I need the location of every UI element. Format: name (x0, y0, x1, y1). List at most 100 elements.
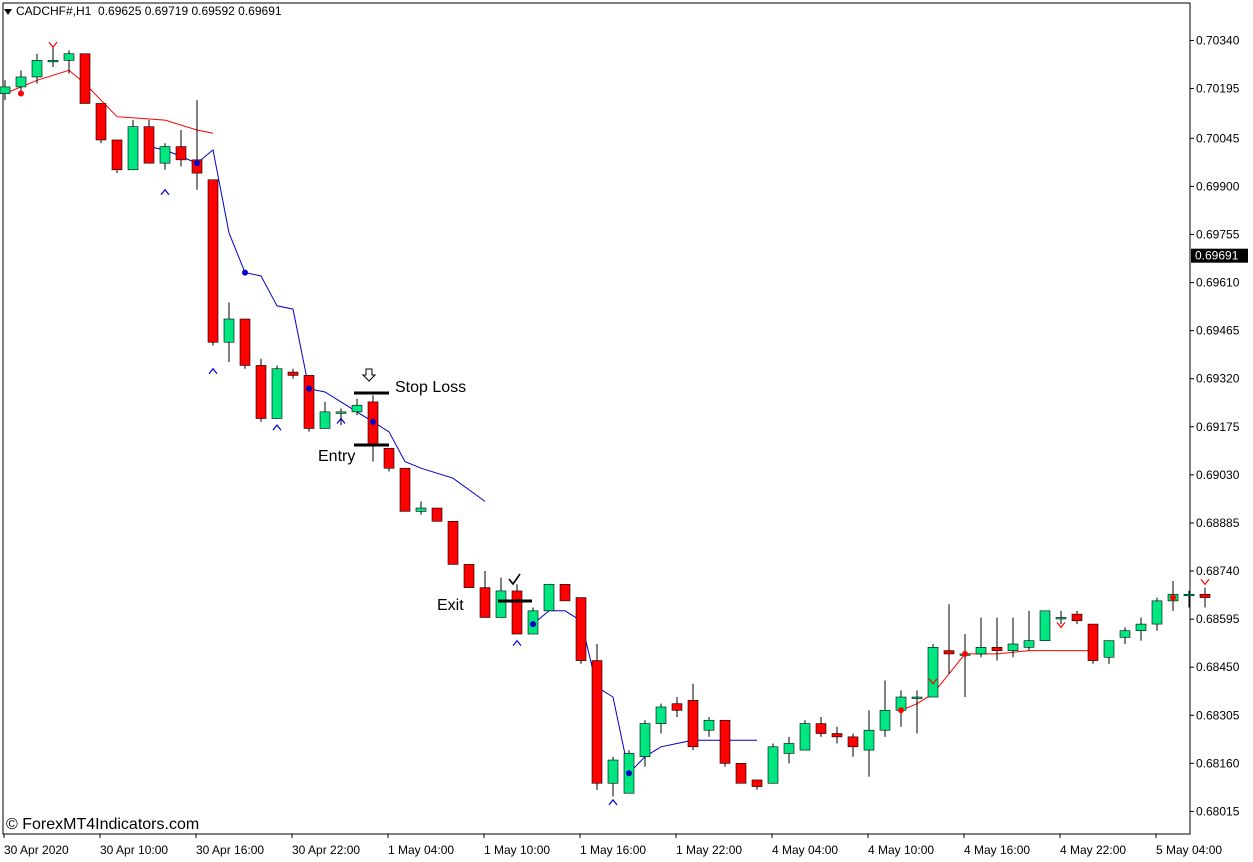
price-tick-label: 0.69610 (1196, 276, 1240, 290)
candle-bear (191, 159, 203, 174)
candle-bull (799, 723, 811, 751)
candle-bull (655, 706, 667, 724)
candle-bear (383, 448, 395, 469)
candle-bull (927, 647, 939, 698)
candle-bull (31, 60, 43, 78)
time-tick-label: 30 Apr 10:00 (100, 843, 168, 857)
candle-bear (95, 103, 107, 141)
candle-bull (1023, 640, 1035, 648)
candle-bull (1055, 617, 1067, 620)
sell-arrow-icon (928, 678, 938, 685)
candle-bull (335, 411, 347, 414)
candle-bear (111, 139, 123, 171)
candle-bull (1183, 593, 1195, 597)
signal-markers (18, 41, 1210, 806)
candle-bear (207, 179, 219, 343)
time-tick-label: 4 May 04:00 (772, 843, 838, 857)
signal-dot-blue (530, 621, 536, 628)
price-axis: 0.70340 0.70195 0.70045 0.69900 0.69755 0.696… (1190, 33, 1248, 818)
candle-bear (559, 583, 571, 602)
candle-bull (0, 86, 11, 94)
checkmark-icon (508, 573, 521, 586)
exit-label: Exit (437, 597, 464, 614)
watermark: © ForexMT4Indicators.com (6, 816, 200, 833)
candle-bull (703, 719, 715, 731)
candle-bear (463, 564, 475, 588)
current-price-label: 0.69691 (1195, 249, 1239, 263)
candles (0, 47, 1211, 797)
candle-bear (239, 318, 251, 366)
buy-arrow-icon (208, 367, 218, 375)
price-tick-label: 0.68885 (1196, 516, 1240, 530)
candle-bull (495, 590, 507, 618)
price-tick-label: 0.69030 (1196, 468, 1240, 482)
time-axis: 30 Apr 2020 30 Apr 10:00 30 Apr 16:00 30 Ap… (3, 834, 1222, 857)
trade-levels (354, 368, 532, 603)
time-tick-label: 1 May 22:00 (676, 843, 742, 857)
buy-arrow-icon (512, 639, 522, 647)
candle-bull (351, 404, 363, 413)
candle-bear (575, 597, 587, 661)
candle-bear (943, 650, 955, 655)
price-tick-label: 0.70195 (1196, 82, 1240, 96)
candle-bull (879, 710, 891, 731)
price-tick-label: 0.68595 (1196, 612, 1240, 626)
ohlc-values: 0.69625 0.69719 0.69592 0.69691 (98, 4, 282, 18)
candle-bull (911, 696, 923, 699)
symbol-label: CADCHF#,H1 (16, 4, 92, 18)
current-price-badge (1191, 248, 1248, 263)
time-tick-label: 30 Apr 2020 (4, 843, 69, 857)
price-tick-label: 0.68015 (1196, 804, 1240, 818)
candle-bear (671, 703, 683, 711)
sell-arrow-icon (1200, 578, 1210, 586)
candle-bear (447, 520, 459, 565)
price-tick-label: 0.69465 (1196, 324, 1240, 338)
candle-bull (1103, 640, 1115, 658)
time-tick-label: 30 Apr 22:00 (292, 843, 360, 857)
candle-bear (847, 736, 859, 748)
time-tick-label: 1 May 16:00 (580, 843, 646, 857)
price-tick-label: 0.68450 (1196, 660, 1240, 674)
candle-bear (591, 660, 603, 784)
price-tick-label: 0.69900 (1196, 179, 1240, 193)
price-tick-label: 0.68160 (1196, 756, 1240, 770)
candle-bear (511, 590, 523, 635)
time-tick-label: 4 May 22:00 (1060, 843, 1126, 857)
candle-bull (767, 746, 779, 784)
candle-bull (127, 126, 139, 171)
candle-bull (319, 411, 331, 429)
candle-bear (1087, 623, 1099, 661)
candle-bear (431, 507, 443, 522)
signal-dot-red (18, 90, 24, 97)
signal-dot-red (898, 707, 904, 714)
stop-loss-label: Stop Loss (395, 379, 467, 396)
candle-bear (175, 146, 187, 161)
price-tick-label: 0.70045 (1196, 131, 1240, 145)
signal-dot-blue (626, 770, 632, 777)
candle-bull (543, 583, 555, 612)
time-tick-label: 4 May 10:00 (868, 843, 934, 857)
buy-arrow-icon (160, 188, 170, 196)
price-tick-label: 0.69320 (1196, 372, 1240, 386)
dropdown-triangle-icon[interactable] (4, 8, 12, 15)
down-arrow-icon (361, 368, 377, 382)
candle-bull (1135, 623, 1147, 632)
trend-red-1-line (4, 69, 214, 134)
price-tick-label: 0.68305 (1196, 708, 1240, 722)
candle-bear (287, 371, 299, 376)
candle-bull (607, 759, 619, 784)
candle-bear (991, 647, 1003, 651)
candle-bull (415, 507, 427, 512)
candle-bear (1199, 593, 1211, 598)
time-tick-label: 1 May 10:00 (484, 843, 550, 857)
price-tick-label: 0.69755 (1196, 227, 1240, 241)
candle-bull (975, 647, 987, 655)
candle-bull (1151, 600, 1163, 625)
candle-bull (223, 318, 235, 343)
price-tick-label: 0.70340 (1196, 33, 1240, 47)
candle-bear (815, 723, 827, 734)
time-tick-label: 1 May 04:00 (388, 843, 454, 857)
candle-bull (863, 729, 875, 751)
price-tick-label: 0.68740 (1196, 564, 1240, 578)
